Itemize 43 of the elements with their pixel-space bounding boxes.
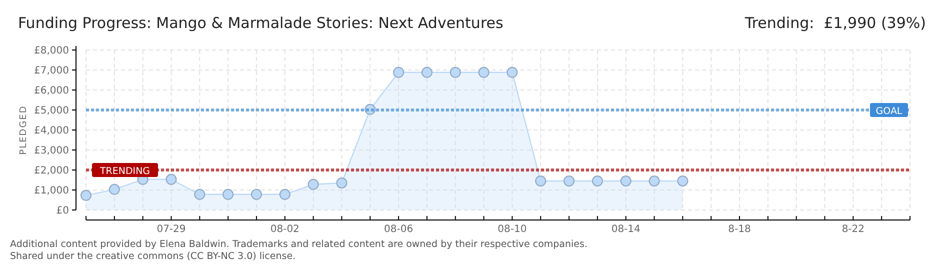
chart-subtitle: Trending: £1,990 (39%) <box>744 14 926 32</box>
point <box>620 176 632 186</box>
point <box>393 66 404 78</box>
text: Shared under the creative commons (CC BY-NC 3.0) license. <box>10 251 296 262</box>
point <box>108 184 120 195</box>
text: Additional content provided by Elena Baldwin. Trademarks and related content are owned by their respective companies. <box>10 239 588 250</box>
point <box>564 176 575 186</box>
point <box>535 176 546 186</box>
y-tick-label: £6,000 <box>34 86 69 96</box>
point <box>279 188 290 200</box>
x-tick-label: 8-22 <box>842 224 865 235</box>
point <box>166 174 177 185</box>
x-tick-label: 08-10 <box>498 224 527 235</box>
ref-line-label: TRENDING <box>98 166 150 177</box>
point <box>80 190 92 201</box>
y-tick-label: £5,000 <box>34 106 69 116</box>
y-axis-title: PLEDGED <box>19 105 29 155</box>
chart-title: Funding Progress: Mango & Marmalade Stories: Next Adventures <box>18 14 504 32</box>
point <box>250 188 262 200</box>
point <box>222 188 234 200</box>
y-tick-label: £8,000 <box>34 46 69 56</box>
point <box>308 178 319 190</box>
x-tick-label: 07-29 <box>156 224 186 235</box>
point <box>592 176 603 186</box>
y-tick-label: £1,000 <box>34 186 69 196</box>
y-tick-label: £7,000 <box>34 66 69 76</box>
point <box>450 66 461 78</box>
x-tick-label: 08-14 <box>611 224 640 235</box>
point <box>506 66 518 78</box>
point <box>478 66 490 78</box>
point <box>421 66 432 78</box>
point <box>677 176 688 186</box>
x-tick-label: 08-02 <box>270 224 300 235</box>
y-tick-label: £2,000 <box>34 166 69 176</box>
point <box>336 178 348 188</box>
point <box>194 188 206 200</box>
x-tick-label: 08-06 <box>384 224 414 235</box>
x-tick-label: 8-18 <box>728 224 751 235</box>
y-tick-label: £0 <box>56 206 69 216</box>
y-tick-label: £3,000 <box>34 146 69 156</box>
point <box>648 176 660 186</box>
y-tick-label: £4,000 <box>34 126 69 136</box>
ref-line-label: GOAL <box>876 106 903 117</box>
